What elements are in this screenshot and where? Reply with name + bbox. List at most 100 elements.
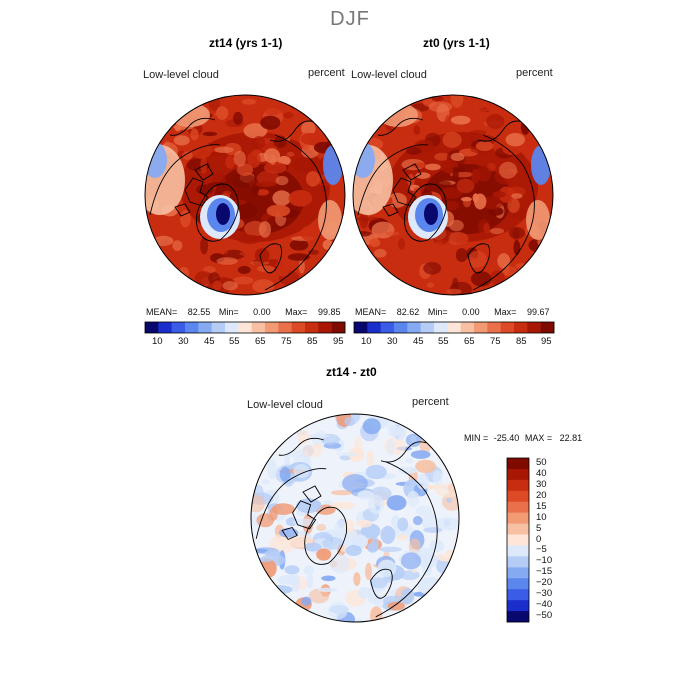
colorbar-3-swatch	[507, 458, 529, 470]
colorbar-3-swatch	[507, 490, 529, 503]
coastline-segment	[255, 468, 327, 539]
cbar-2-tick: 55	[438, 336, 449, 347]
cbar-3-tick: −50	[536, 610, 553, 622]
colorbar-2-swatch	[380, 322, 395, 333]
coastline-zt0	[357, 117, 535, 291]
coastline-segment	[302, 485, 322, 503]
panel-2-variable-label: Low-level cloud	[351, 69, 427, 81]
cbar-2-tick: 75	[490, 336, 501, 347]
panel-2-max-label: Max=	[494, 307, 517, 317]
cbar-3-tick: −5	[536, 544, 547, 556]
colorbar-2-swatch	[500, 322, 515, 333]
coastline-segment	[259, 243, 283, 274]
colorbar-1-swatch	[238, 322, 252, 333]
colorbar-1-swatch	[291, 322, 306, 333]
coastline-segment	[194, 163, 214, 181]
cbar-1-tick: 95	[333, 336, 344, 347]
cbar-3-tick: 20	[536, 489, 547, 501]
map-border-zt14	[144, 94, 346, 296]
panel-1-max-label: Max=	[285, 307, 308, 317]
cbar-1-tick: 75	[281, 336, 292, 347]
panel-2-units: percent	[516, 67, 553, 79]
panel-2-mean-value: 82.62	[396, 307, 420, 317]
colorbar-3-swatch	[507, 534, 529, 546]
cbar-3-tick: 10	[536, 511, 547, 523]
colorbar-2-swatch	[407, 322, 421, 333]
colorbar-2-swatch	[354, 322, 368, 333]
cbar-2-tick: 45	[413, 336, 424, 347]
colorbar-1-swatch	[318, 322, 332, 333]
cbar-2-tick: 10	[361, 336, 372, 347]
coastline-diff	[255, 437, 438, 618]
coastline-segment	[402, 163, 422, 181]
colorbar-1	[144, 321, 346, 334]
colorbar-2-swatch	[540, 322, 555, 333]
map-diff	[251, 414, 459, 622]
coastline-segment	[269, 120, 316, 142]
colorbar-2-swatch	[367, 322, 381, 333]
panel-2-title: zt0 (yrs 1-1)	[423, 36, 490, 50]
coastline-segment	[357, 144, 429, 216]
colorbar-2-swatch	[460, 322, 475, 333]
colorbar-3-frame	[506, 457, 530, 623]
coastline-segment	[370, 568, 393, 599]
cbar-3-tick: 50	[536, 457, 547, 468]
colorbar-3-swatch	[507, 556, 529, 568]
panel-2-min-value: 0.00	[462, 307, 480, 317]
colorbar-1-swatch	[198, 322, 212, 333]
colorbar-1-swatch	[171, 322, 186, 333]
colorbar-3-swatch	[507, 501, 529, 513]
coastline-segment	[382, 203, 399, 217]
panel-2-mean-label: MEAN=	[355, 307, 387, 317]
colorbar-2-swatch	[474, 322, 488, 333]
coastline-segment	[467, 243, 491, 274]
coastline-segment	[375, 461, 438, 618]
coastline-segment	[264, 134, 327, 291]
coastline-segment	[184, 177, 209, 207]
colorbar-3-swatch	[507, 578, 529, 590]
cbar-1-tick: 55	[229, 336, 240, 347]
coastline-segment	[169, 117, 216, 136]
panel-2-stats: MEAN= 82.62 Min= 0.00 Max= 99.67	[355, 307, 549, 317]
colorbar-2-swatch	[514, 322, 528, 333]
colorbar-3-swatch	[507, 479, 529, 492]
cbar-3-tick: 40	[536, 467, 547, 479]
cbar-3-tick: −20	[536, 577, 553, 589]
season-title: DJF	[330, 8, 370, 30]
map-border-zt0	[352, 94, 554, 296]
cbar-1-tick: 65	[255, 336, 266, 347]
coastline-segment	[472, 134, 535, 291]
colorbar-1-swatch	[265, 322, 279, 333]
panel-1-stats: MEAN= 82.55 Min= 0.00 Max= 99.85	[146, 307, 340, 317]
map-zt14	[145, 95, 345, 295]
colorbar-3-swatch	[507, 567, 529, 579]
coastline-segment	[377, 117, 424, 136]
colorbar-3-swatch	[507, 545, 529, 557]
cbar-3-tick: −30	[536, 588, 553, 600]
cbar-2-tick: 85	[516, 336, 527, 347]
panel-3-min-label: MIN =	[464, 433, 489, 443]
cbar-2-tick: 65	[464, 336, 475, 347]
cbar-1-tick: 85	[307, 336, 318, 347]
cbar-3-tick: 0	[536, 533, 542, 545]
coastline-segment	[403, 183, 447, 242]
cbar-2-tick: 95	[541, 336, 552, 347]
panel-1-mean-label: MEAN=	[146, 307, 178, 317]
colorbar-2-swatch	[420, 322, 435, 333]
coastline-segment	[477, 120, 524, 142]
panel-1-min-value: 0.00	[253, 307, 271, 317]
panel-1-max-value: 99.85	[317, 307, 341, 317]
panel-1-min-label: Min=	[218, 307, 239, 317]
colorbar-3	[506, 457, 530, 623]
coastline-segment	[278, 437, 324, 456]
colorbar-1-swatch	[305, 322, 319, 333]
colorbar-3-swatch	[507, 600, 529, 612]
colorbar-1-swatch	[331, 322, 346, 333]
cbar-1-tick: 45	[204, 336, 215, 347]
cbar-1-tick: 30	[178, 336, 189, 347]
panel-1-variable-label: Low-level cloud	[143, 69, 219, 81]
panel-3-stats: MIN = -25.40 MAX = 22.81	[464, 433, 582, 443]
coastline-segment	[281, 526, 298, 541]
cbar-3-tick: −10	[536, 555, 553, 567]
colorbar-3-swatch	[507, 512, 529, 524]
